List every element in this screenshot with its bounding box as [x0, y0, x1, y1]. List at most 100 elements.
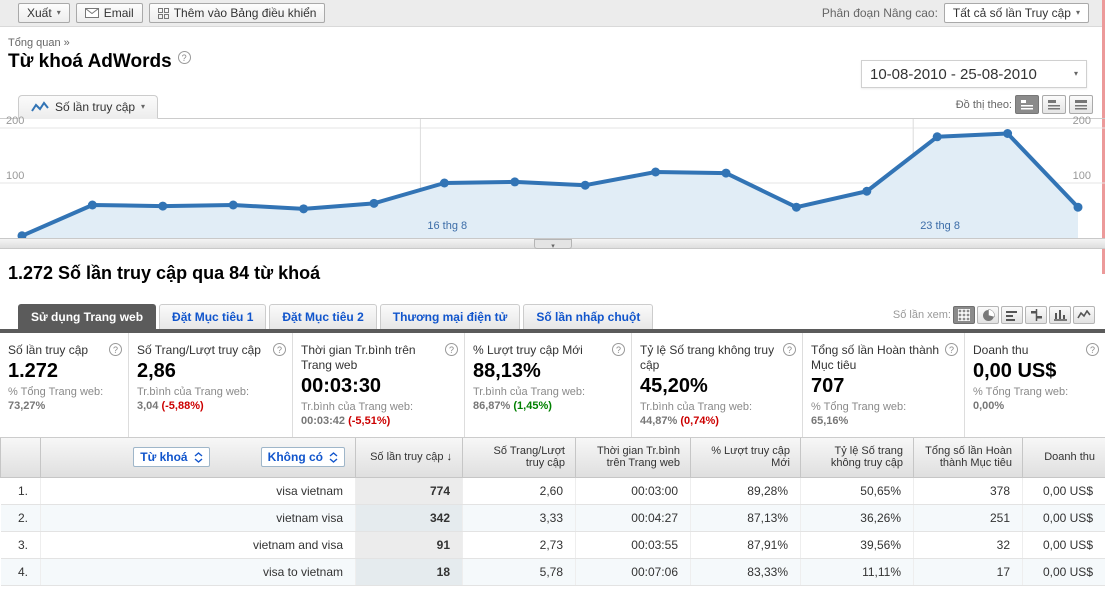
line-chart-icon — [31, 101, 49, 112]
tab-site-usage[interactable]: Sử dụng Trang web — [18, 304, 157, 329]
export-button-label: Xuất — [27, 6, 52, 20]
data-point[interactable] — [580, 180, 590, 190]
help-icon[interactable]: ? — [177, 51, 191, 64]
segment-dropdown[interactable]: Tất cả số lần Truy cập ▾ — [943, 3, 1089, 23]
metric-new-visits: % Lượt truy cập Mới ? 88,13% Tr.bình của… — [465, 333, 632, 437]
data-point[interactable] — [510, 177, 520, 187]
chart-scroll-strip[interactable]: ▾ — [0, 238, 1105, 250]
data-point[interactable] — [1073, 202, 1083, 212]
add-to-dashboard-button[interactable]: Thêm vào Bảng điều khiển — [148, 3, 326, 23]
data-point[interactable] — [721, 168, 731, 178]
keyword-link[interactable]: vietnam and visa — [40, 531, 356, 560]
view-table-button[interactable] — [953, 306, 975, 324]
column-header-new-visits[interactable]: % Lượt truy cập Mới — [690, 437, 801, 479]
table-row: 4. visa to vietnam 18 5,78 00:07:06 83,3… — [0, 558, 1105, 587]
column-header-visits[interactable]: Số lần truy cập ↓ — [355, 437, 463, 479]
data-point[interactable] — [791, 202, 801, 212]
tab-ecommerce[interactable]: Thương mại điện tử — [379, 304, 521, 329]
tab-goal-set-1[interactable]: Đặt Mục tiêu 1 — [159, 304, 267, 329]
graph-by-day-button[interactable] — [1015, 95, 1039, 114]
cell-revenue: 0,00 US$ — [1022, 531, 1105, 560]
help-icon[interactable]: ? — [783, 343, 796, 356]
chart-line — [20, 131, 1080, 238]
chart-metric-tab[interactable]: Số lần truy cập ▾ — [18, 95, 159, 119]
metric-label: Số lần truy cập — [8, 343, 89, 357]
cell-visits: 18 — [355, 558, 463, 587]
help-icon[interactable]: ? — [945, 343, 958, 356]
graph-month-icon — [1075, 100, 1087, 110]
updown-chevron-icon — [194, 451, 203, 463]
secondary-dimension-dropdown[interactable]: Không có — [260, 447, 345, 468]
cell-new-visits: 89,28% — [690, 477, 801, 506]
view-pivot-button[interactable] — [1049, 306, 1071, 324]
data-point[interactable] — [369, 198, 379, 208]
metric-sub-label: % Tổng Trang web: — [8, 386, 104, 398]
data-point[interactable] — [228, 200, 238, 210]
metric-goal-completions: Tổng số lần Hoàn thành Mục tiêu ? 707 % … — [803, 333, 965, 437]
chevron-down-icon: ▾ — [1073, 69, 1078, 78]
keyword-link[interactable]: visa vietnam — [40, 477, 356, 506]
graph-by-month-button[interactable] — [1069, 95, 1093, 114]
help-icon[interactable]: ? — [273, 343, 286, 356]
summary-heading: 1.272 Số lần truy cập qua 84 từ khoá — [8, 263, 321, 283]
metric-revenue: Doanh thu ? 0,00 US$ % Tổng Trang web: 0… — [965, 333, 1105, 437]
email-button[interactable]: Email — [75, 3, 143, 23]
column-header-avg-time[interactable]: Thời gian Tr.bình trên Trang web — [575, 437, 691, 479]
metric-value: 00:03:30 — [301, 375, 382, 397]
column-header-bounce-rate[interactable]: Tỷ lệ Số trang không truy cập — [800, 437, 914, 479]
data-point[interactable] — [439, 178, 449, 188]
report-tabbar: Sử dụng Trang web Đặt Mục tiêu 1 Đặt Mục… — [0, 304, 1105, 333]
metric-sub-label: Tr.bình của Trang web: — [301, 401, 414, 413]
metric-sub-value: 65,16% — [811, 415, 849, 428]
column-header-revenue[interactable]: Doanh thu — [1022, 437, 1105, 479]
data-point[interactable] — [87, 200, 97, 210]
table-row: 2. vietnam visa 342 3,33 00:04:27 87,13%… — [0, 504, 1105, 533]
row-number: 2. — [0, 504, 41, 533]
view-sparkline-button[interactable] — [1073, 306, 1095, 324]
chevron-down-icon: ▾ — [551, 243, 555, 250]
keyword-dimension-dropdown[interactable]: Từ khoá — [133, 447, 210, 468]
cell-avg-time: 00:04:27 — [575, 504, 691, 533]
metric-value: 0,00 US$ — [973, 360, 1057, 382]
table-row: 1. visa vietnam 774 2,60 00:03:00 89,28%… — [0, 477, 1105, 506]
cell-goal-completions: 32 — [913, 531, 1023, 560]
cell-pages-per-visit: 5,78 — [462, 558, 576, 587]
data-point[interactable] — [651, 167, 661, 177]
chart-collapse-handle[interactable]: ▾ — [534, 239, 572, 250]
help-icon[interactable]: ? — [109, 343, 122, 356]
column-header-goal-completions[interactable]: Tổng số lần Hoàn thành Mục tiêu — [913, 437, 1023, 479]
metric-sub-value: 3,04 — [137, 400, 159, 413]
tab-goal-set-2[interactable]: Đặt Mục tiêu 2 — [269, 304, 377, 329]
chart-canvas — [0, 119, 1105, 241]
metric-label: Tổng số lần Hoàn thành Mục tiêu — [811, 343, 940, 372]
tab-clicks[interactable]: Số lần nhấp chuột — [523, 304, 654, 329]
view-performance-button[interactable] — [1001, 306, 1023, 324]
help-icon[interactable]: ? — [445, 343, 458, 356]
metric-change: (1,45%) — [513, 400, 552, 413]
y-axis-label: 200 — [6, 115, 25, 127]
metric-label: Thời gian Tr.bình trên Trang web — [301, 343, 416, 372]
help-icon[interactable]: ? — [1086, 343, 1099, 356]
data-point[interactable] — [299, 204, 309, 214]
export-button[interactable]: Xuất ▾ — [18, 3, 70, 23]
view-comparison-button[interactable] — [1025, 306, 1047, 324]
view-percentage-button[interactable] — [977, 306, 999, 324]
chart-metric-tab-label: Số lần truy cập — [55, 100, 136, 114]
updown-chevron-icon — [329, 451, 338, 463]
keyword-link[interactable]: vietnam visa — [40, 504, 356, 533]
top-toolbar: Xuất ▾ Email Thêm vào Bảng điều khiển Ph… — [0, 0, 1105, 27]
keyword-link[interactable]: visa to vietnam — [40, 558, 356, 587]
date-range-selector[interactable]: 10-08-2010 - 25-08-2010 ▾ — [861, 60, 1087, 88]
metric-change: (-5,51%) — [348, 415, 391, 428]
cell-revenue: 0,00 US$ — [1022, 504, 1105, 533]
column-header-pages-per-visit[interactable]: Số Trang/Lượt truy cập — [462, 437, 576, 479]
metric-value: 2,86 — [137, 360, 176, 382]
data-point[interactable] — [932, 132, 942, 142]
metric-value: 45,20% — [640, 375, 708, 397]
breadcrumb[interactable]: Tổng quan » — [8, 37, 70, 49]
help-icon[interactable]: ? — [612, 343, 625, 356]
data-point[interactable] — [862, 186, 872, 196]
data-point[interactable] — [1003, 129, 1013, 138]
data-point[interactable] — [158, 201, 168, 211]
graph-by-week-button[interactable] — [1042, 95, 1066, 114]
